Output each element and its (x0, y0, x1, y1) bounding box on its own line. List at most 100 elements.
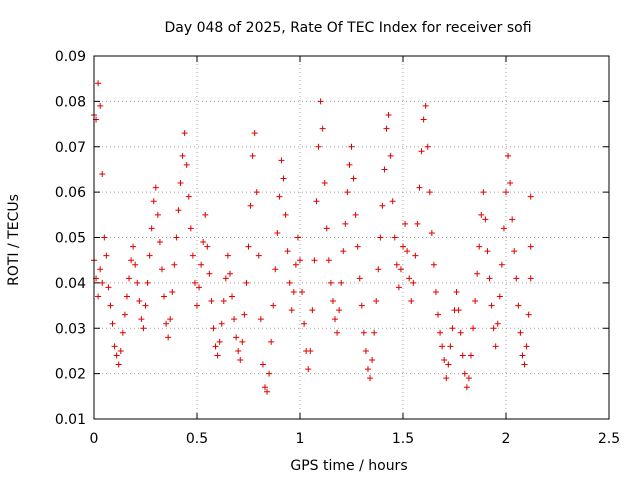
data-point (220, 298, 227, 305)
data-point (346, 161, 353, 168)
data-point (519, 352, 526, 359)
x-axis-label: GPS time / hours (290, 458, 407, 474)
data-point (282, 211, 289, 218)
data-point (99, 170, 106, 177)
data-point (266, 370, 273, 377)
data-point (362, 347, 369, 354)
data-point (348, 143, 355, 150)
data-point (208, 298, 215, 305)
data-point (459, 352, 466, 359)
data-point (191, 279, 198, 286)
x-tick-label: 2 (502, 431, 511, 447)
data-point (381, 166, 388, 173)
data-point (307, 347, 314, 354)
data-point (171, 261, 178, 268)
data-points (91, 80, 534, 395)
chart-title: Day 048 of 2025, Rate Of TEC Index for r… (164, 20, 531, 36)
data-point (521, 361, 528, 368)
data-point (441, 357, 448, 364)
data-point (453, 288, 460, 295)
data-point (511, 248, 518, 255)
data-point (253, 189, 260, 196)
data-point (280, 175, 287, 182)
data-point (461, 370, 468, 377)
data-point (198, 261, 205, 268)
data-point (226, 270, 233, 277)
data-point (311, 257, 318, 264)
data-point (121, 311, 128, 318)
data-point (404, 248, 411, 255)
data-point (119, 329, 126, 336)
data-point (379, 202, 386, 209)
x-tick-label: 0 (90, 431, 99, 447)
data-point (103, 252, 110, 259)
data-point (470, 325, 477, 332)
data-point (323, 225, 330, 232)
data-point (507, 180, 514, 187)
data-point (185, 193, 192, 200)
data-point (239, 338, 246, 345)
y-tick-label: 0.05 (55, 231, 86, 247)
data-point (274, 229, 281, 236)
data-point (146, 252, 153, 259)
data-point (154, 211, 161, 218)
data-point (352, 211, 359, 218)
data-point (402, 220, 409, 227)
grid-layer (94, 56, 609, 419)
y-tick-label: 0.06 (55, 185, 86, 201)
data-point (377, 234, 384, 241)
data-point (233, 334, 240, 341)
data-point (385, 111, 392, 118)
data-point (336, 307, 343, 314)
data-point (212, 343, 219, 350)
data-point (327, 279, 334, 286)
data-point (325, 257, 332, 264)
data-point (338, 279, 345, 286)
data-point (305, 366, 312, 373)
plot-frame (93, 55, 610, 420)
data-point (478, 211, 485, 218)
data-point (527, 193, 534, 200)
data-point (482, 216, 489, 223)
data-point (443, 375, 450, 382)
data-point (350, 175, 357, 182)
data-point (290, 288, 297, 295)
data-point (416, 184, 423, 191)
data-point (123, 293, 130, 300)
y-tick-label: 0.07 (55, 140, 86, 156)
data-point (321, 180, 328, 187)
data-point (214, 352, 221, 359)
data-point (241, 311, 248, 318)
x-tick-label: 1 (296, 431, 305, 447)
data-point (126, 275, 133, 282)
tick-layer: 0 0.5 1 1.5 2 2.5 0.01 0.02 0.03 0.04 0.05 0.06 0.07… (55, 49, 620, 447)
data-point (467, 352, 474, 359)
data-point (163, 320, 170, 327)
data-point (222, 275, 229, 282)
data-point (315, 143, 322, 150)
data-point (523, 343, 530, 350)
data-point (309, 307, 316, 314)
data-point (128, 257, 135, 264)
data-point (395, 284, 402, 291)
data-point (424, 143, 431, 150)
data-point (113, 352, 120, 359)
data-point (243, 279, 250, 286)
data-point (297, 257, 303, 264)
data-point (488, 302, 495, 309)
data-point (354, 243, 361, 250)
data-point (196, 284, 203, 291)
data-point (288, 307, 295, 314)
data-point (430, 261, 437, 268)
data-point (152, 184, 159, 191)
data-point (259, 361, 266, 368)
data-point (313, 198, 320, 205)
data-point (161, 293, 168, 300)
data-point (105, 284, 112, 291)
data-point (264, 388, 271, 395)
data-point (181, 130, 188, 137)
data-point (235, 347, 242, 354)
data-point (373, 298, 380, 305)
x-tick-label: 0.5 (186, 431, 208, 447)
data-point (474, 270, 481, 277)
